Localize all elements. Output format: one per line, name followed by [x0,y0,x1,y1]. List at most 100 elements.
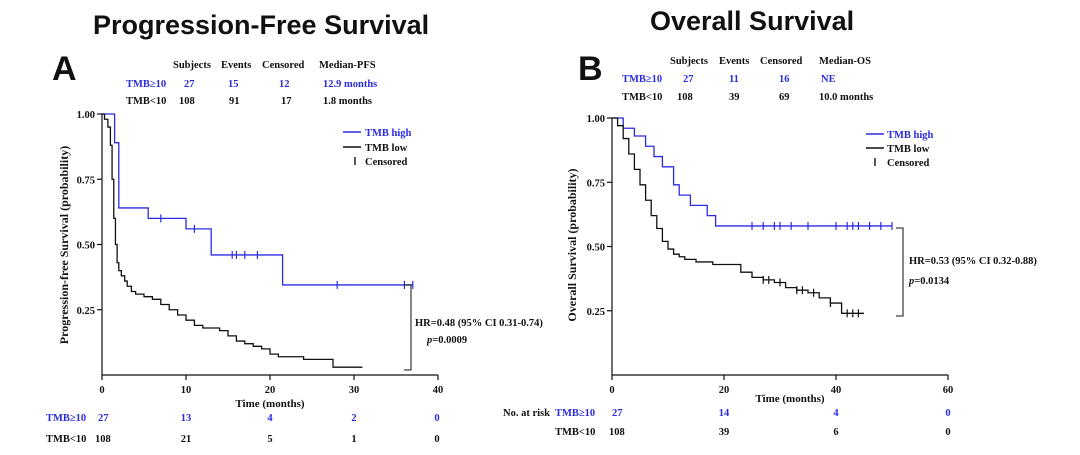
panel-b-risk-row2-first: 108 [609,427,625,438]
panel-a-pvalue-number: =0.0009 [432,335,467,346]
panel-a-x-axis-label: Time (months) [235,398,304,410]
panel-b-risk-row1-first: 27 [612,408,623,419]
panel-b-y-tick-label-3: 1.00 [587,114,605,125]
panel-a-title: Progression-Free Survival [93,10,429,40]
panel-a-risk-row1-v4: 0 [434,413,439,424]
panel-a-summary-row2-censored: 17 [281,96,292,107]
panel-a-x-tick-label-20: 20 [265,385,276,396]
panel-b-risk-row2-v3: 0 [945,427,950,438]
panel-b-letter: B [578,50,603,88]
panel-b-summary-row2-median: 10.0 months [819,92,873,103]
panel-b-summary-row1-events: 11 [729,74,739,85]
panel-b-risk-row1-v1: 14 [719,408,730,419]
panel-b-risk-row2-v1: 39 [719,427,730,438]
panel-b-risk-header: No. at risk [503,408,550,419]
panel-b: Overall Survival B Subjects Events Censo… [503,6,1037,438]
panel-b-summary-header-events: Events [719,56,749,67]
panel-b-summary-header-subjects: Subjects [670,56,708,67]
panel-b-title: Overall Survival [650,6,854,36]
panel-b-x-tick-label-60: 60 [943,385,954,396]
panel-a-summary-row1-events: 15 [228,79,239,90]
panel-b-summary-row2-subjects: 108 [677,92,693,103]
panel-a-curve-tmb-low [102,113,363,368]
panel-b-risk-row2-v2: 6 [833,427,838,438]
panel-a-y-tick-label-0: 0.25 [77,306,95,317]
panel-a-risk-row2-first: 108 [95,434,111,445]
panel-b-risk-row1-label: TMB≥10 [555,408,595,419]
panel-b-summary-header-censored: Censored [760,56,803,67]
panel-b-pvalue-label: p [908,276,914,287]
panel-a-hr: HR=0.48 (95% CI 0.31-0.74) [415,318,543,329]
panel-a-summary-row1-censored: 12 [279,79,290,90]
panel-a-x-tick-label-40: 40 [433,385,444,396]
panel-b-risk-row1-v2: 4 [833,408,839,419]
panel-a-risk-row2-v4: 0 [434,434,439,445]
panel-a-letter: A [52,50,77,88]
panel-a-summary-row2-median: 1.8 months [323,96,372,107]
panel-a-summary-row1-subjects: 27 [184,79,195,90]
panel-a-risk-row1-v1: 13 [181,413,192,424]
panel-a-y-tick-label-3: 1.00 [77,110,95,121]
panel-b-hr: HR=0.53 (95% CI 0.32-0.88) [909,256,1037,267]
panel-b-pvalue: p=0.0134 [908,276,950,287]
panel-a-summary-header-subjects: Subjects [173,60,211,71]
panel-b-summary-row1-label: TMB≥10 [622,74,662,85]
panel-a-risk-row2-v1: 21 [181,434,192,445]
panel-b-summary-row1-median: NE [821,74,836,85]
panel-a-risk-row1-v3: 2 [351,413,356,424]
panel-b-summary-header-median: Median-OS [819,56,871,67]
panel-a-legend-low: TMB low [365,143,408,154]
panel-b-x-tick-label-40: 40 [831,385,842,396]
panel-b-summary-row2-label: TMB<10 [622,92,662,103]
panel-a-risk-row2-v2: 5 [267,434,272,445]
panel-a-legend-censored: Censored [365,157,408,168]
panel-a-summary-row1-label: TMB≥10 [126,79,166,90]
panel-b-risk-row2-label: TMB<10 [555,427,595,438]
panel-a: Progression-Free Survival A Subjects Eve… [46,10,543,445]
panel-a-curve-tmb-high [102,113,413,286]
panel-a-x-tick-label-10: 10 [181,385,192,396]
panel-a-y-axis-label: Progression-free Survival (probability) [57,146,71,344]
panel-a-summary-header-events: Events [221,60,251,71]
panel-a-pvalue-label: p [426,335,432,346]
panel-a-x-tick-label-0: 0 [99,385,104,396]
panel-b-x-tick-label-20: 20 [719,385,730,396]
panel-b-risk-row1-v3: 0 [945,408,950,419]
panel-b-x-tick-label-0: 0 [609,385,614,396]
panel-b-curve-tmb-low [612,117,864,314]
panel-a-risk-row1-first: 27 [98,413,109,424]
panel-b-x-axis-label: Time (months) [755,393,824,405]
panel-b-summary-row1-subjects: 27 [683,74,694,85]
panel-b-legend-censored: Censored [887,158,930,169]
panel-a-y-tick-label-1: 0.50 [77,241,95,252]
panel-b-hr-bracket [896,227,904,317]
panel-a-risk-row2-label: TMB<10 [46,434,86,445]
panel-a-legend-high: TMB high [365,128,412,139]
panel-b-pvalue-number: =0.0134 [914,276,950,287]
panel-a-summary-row1-median: 12.9 months [323,79,377,90]
panel-b-summary-row2-censored: 69 [779,92,790,103]
panel-b-y-tick-label-1: 0.50 [587,243,605,254]
panel-a-risk-row2-v3: 1 [351,434,356,445]
panel-a-summary-header-censored: Censored [262,60,305,71]
panel-b-legend-high: TMB high [887,130,934,141]
panel-a-pvalue: p=0.0009 [426,335,467,346]
panel-a-summary-row2-label: TMB<10 [126,96,166,107]
panel-b-summary-row1-censored: 16 [779,74,790,85]
panel-a-y-tick-label-2: 0.75 [77,175,95,186]
panel-a-summary-row2-subjects: 108 [179,96,195,107]
panel-b-legend-low: TMB low [887,144,930,155]
panel-b-summary-row2-events: 39 [729,92,740,103]
panel-a-summary-row2-events: 91 [229,96,240,107]
panel-a-hr-bracket [404,284,412,371]
panel-b-curve-tmb-high [612,117,892,227]
panel-b-curves [612,117,893,318]
panel-b-y-axis-label: Overall Survival (probability) [565,168,579,321]
panel-a-risk-row1-v2: 4 [267,413,273,424]
panel-a-curves [102,113,414,368]
panel-b-ticks: 0 20 40 60 0.25 0.50 0.75 1.00 [587,114,954,396]
panel-b-y-tick-label-0: 0.25 [587,307,605,318]
panel-b-y-tick-label-2: 0.75 [587,178,605,189]
panel-a-ticks: 0 10 20 30 40 0.25 0.50 0.75 1.00 [77,110,444,396]
